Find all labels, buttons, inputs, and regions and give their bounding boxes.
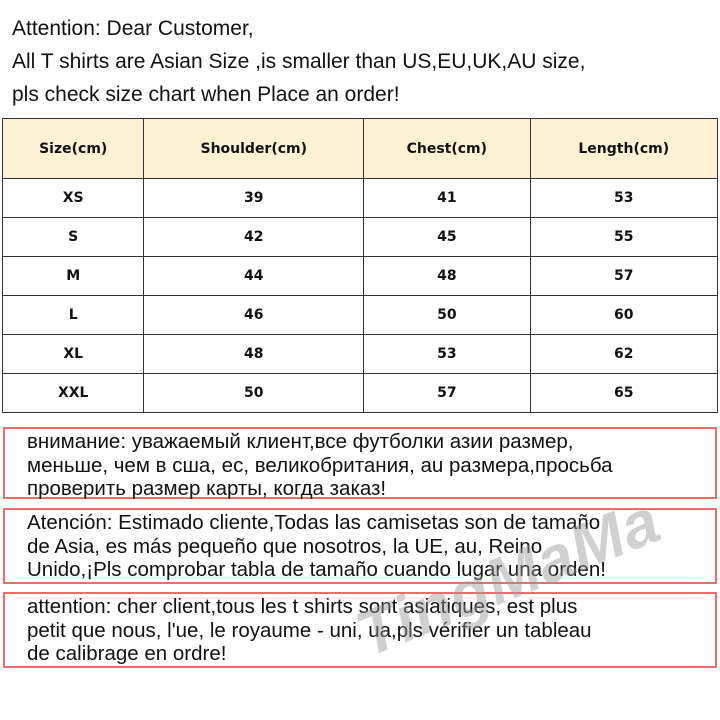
note-line: attention: cher client,tous les t shirts…	[27, 595, 578, 618]
table-cell: 41	[363, 178, 531, 218]
table-cell: M	[1, 256, 145, 296]
table-row: M 44 48 57	[1, 256, 719, 296]
table-cell: 50	[143, 373, 365, 413]
table-cell: 60	[529, 295, 719, 335]
note-line: меньше, чем в сша, ес, великобритания, a…	[27, 453, 613, 477]
table-cell: 53	[529, 178, 719, 218]
header-shoulder: Shoulder(cm)	[143, 118, 365, 179]
table-row: S 42 45 55	[1, 217, 719, 257]
table-cell: 65	[529, 373, 719, 413]
intro-line: All T shirts are Asian Size ,is smaller …	[12, 50, 586, 73]
note-line: de calibrage en ordre!	[27, 642, 227, 665]
note-line: Unido,¡Pls comprobar tabla de tamaño cua…	[27, 558, 606, 581]
note-line: проверить размер карты, когда заказ!	[27, 477, 387, 500]
note-russian: внимание: уважаемый клиент,все футболки …	[3, 427, 717, 500]
note-spanish: Atención: Estimado cliente,Todas las cam…	[3, 508, 717, 584]
attention-intro: Attention: Dear Customer, All T shirts a…	[12, 12, 585, 111]
table-cell: 50	[363, 295, 531, 335]
table-cell: XL	[1, 334, 145, 374]
table-cell: 62	[529, 334, 719, 374]
table-row: L 46 50 60	[1, 295, 719, 335]
table-cell: 42	[143, 217, 365, 257]
note-line: Atención: Estimado cliente,Todas las cam…	[27, 511, 601, 534]
note-line: petit que nous, l'ue, le royaume - uni, …	[27, 618, 592, 642]
header-size: Size(cm)	[1, 118, 145, 179]
intro-line: Attention: Dear Customer,	[12, 17, 254, 40]
table-cell: XS	[1, 178, 145, 218]
note-line: внимание: уважаемый клиент,все футболки …	[27, 430, 574, 453]
table-cell: 48	[143, 334, 365, 374]
intro-line: pls check size chart when Place an order…	[12, 83, 400, 106]
table-cell: XXL	[1, 373, 145, 413]
table-cell: 45	[363, 217, 531, 257]
table-cell: 57	[529, 256, 719, 296]
table-row: XS 39 41 53	[1, 178, 719, 218]
table-cell: 39	[143, 178, 365, 218]
note-french: attention: cher client,tous les t shirts…	[3, 592, 717, 668]
table-cell: 53	[363, 334, 531, 374]
table-cell: S	[1, 217, 145, 257]
note-line: de Asia, es más pequeño que nosotros, la…	[27, 534, 543, 558]
table-cell: 44	[143, 256, 365, 296]
table-row: XL 48 53 62	[1, 334, 719, 374]
header-chest: Chest(cm)	[363, 118, 531, 179]
table-cell: 46	[143, 295, 365, 335]
table-row: XXL 50 57 65	[1, 373, 719, 413]
size-chart-table: Size(cm) Shoulder(cm) Chest(cm) Length(c…	[1, 118, 719, 413]
table-cell: 48	[363, 256, 531, 296]
table-cell: L	[1, 295, 145, 335]
header-length: Length(cm)	[529, 118, 719, 179]
table-header-row: Size(cm) Shoulder(cm) Chest(cm) Length(c…	[1, 118, 719, 179]
table-cell: 55	[529, 217, 719, 257]
table-cell: 57	[363, 373, 531, 413]
